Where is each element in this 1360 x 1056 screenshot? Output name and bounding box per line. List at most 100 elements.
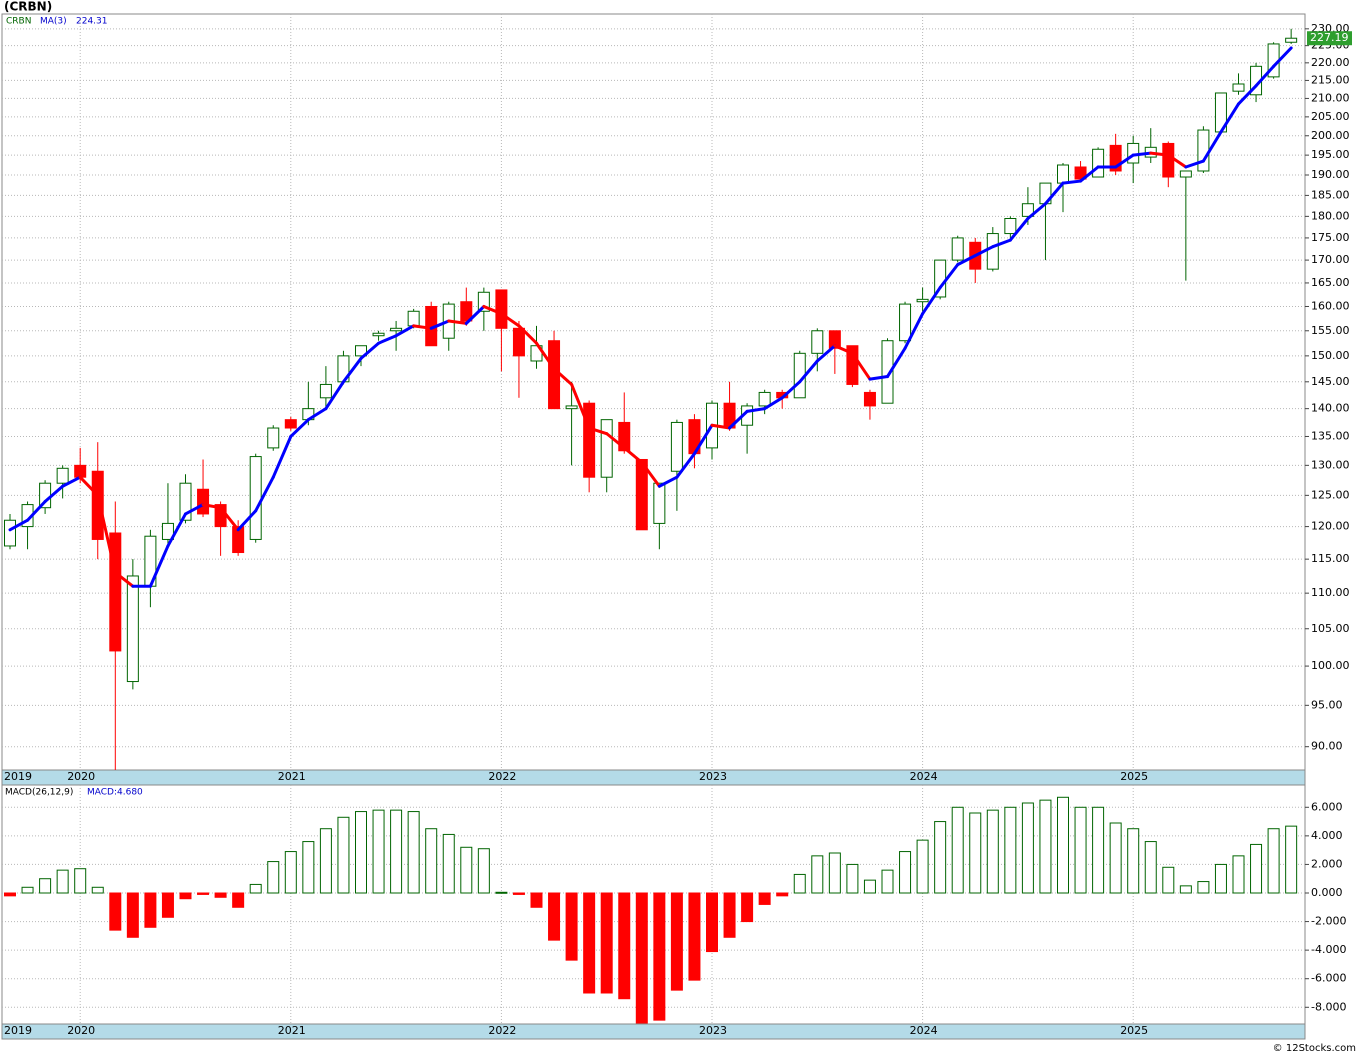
ma-line xyxy=(570,382,591,430)
y-tick-label: 125.00 xyxy=(1311,488,1350,501)
macd-bar xyxy=(899,851,912,894)
candle-body xyxy=(548,340,561,410)
candle-body xyxy=(618,421,631,452)
macd-bar xyxy=(618,892,631,1000)
candle-body xyxy=(460,301,473,322)
macd-bar xyxy=(969,812,982,894)
candle-body xyxy=(1092,148,1105,178)
y-tick-label: 2.000 xyxy=(1311,857,1343,870)
candle-body xyxy=(4,519,16,547)
candle-body xyxy=(1021,203,1034,217)
macd-bar xyxy=(372,809,385,894)
ma-line xyxy=(587,426,609,436)
macd-bar xyxy=(600,892,613,994)
y-tick-label: 95.00 xyxy=(1311,698,1343,711)
candle-body xyxy=(758,391,771,407)
candle-body xyxy=(1285,37,1298,43)
ma-line xyxy=(96,493,117,575)
x-tick-label: 2019 xyxy=(4,770,32,783)
y-tick-label: 115.00 xyxy=(1311,552,1350,565)
ma-line xyxy=(640,460,661,488)
ma-line xyxy=(482,304,503,316)
y-tick-label: 110.00 xyxy=(1311,586,1350,599)
ma-line xyxy=(1219,102,1240,134)
ma-line xyxy=(1149,151,1170,157)
ma-line xyxy=(271,434,293,479)
macd-bar xyxy=(302,841,315,894)
y-tick-label: 220.00 xyxy=(1311,56,1350,69)
candle-body xyxy=(600,419,613,478)
macd-bar xyxy=(1250,843,1263,894)
y-tick-label: 135.00 xyxy=(1311,429,1350,442)
macd-bar xyxy=(1057,796,1069,894)
ma-line xyxy=(1043,181,1065,206)
candle-body xyxy=(653,482,666,524)
candle-body xyxy=(477,291,490,312)
candle-body xyxy=(232,526,245,554)
macd-bar xyxy=(951,806,964,894)
ma-line xyxy=(692,423,714,456)
ma-line xyxy=(903,312,925,350)
ma-line xyxy=(535,341,556,371)
macd-bar xyxy=(1144,841,1157,894)
legend-ma: MA(3) xyxy=(40,17,67,27)
candle-body xyxy=(986,233,999,270)
ma-line xyxy=(622,446,644,464)
macd-title: MACD(26,12,9) xyxy=(5,788,73,798)
macd-bar xyxy=(758,892,771,905)
ma-line xyxy=(868,375,889,381)
macd-bar xyxy=(337,816,350,894)
macd-bar xyxy=(1021,802,1034,894)
macd-bar xyxy=(232,892,245,908)
y-tick-label: 140.00 xyxy=(1311,402,1350,415)
ma-line xyxy=(815,344,837,363)
macd-bar xyxy=(267,861,280,894)
ma-line xyxy=(8,518,30,532)
candle-body xyxy=(1179,170,1192,178)
ma-line xyxy=(219,506,240,532)
candle-body xyxy=(951,237,964,261)
ma-line xyxy=(780,380,802,400)
ma-line xyxy=(1008,216,1030,242)
y-tick-label: 210.00 xyxy=(1311,91,1350,104)
macd-bar xyxy=(916,839,929,894)
x-tick-label: 2019 xyxy=(4,1024,32,1037)
macd-bar xyxy=(1109,822,1122,894)
y-tick-label: 205.00 xyxy=(1311,110,1350,123)
y-tick-label: 175.00 xyxy=(1311,231,1350,244)
macd-bar xyxy=(214,892,227,898)
y-tick-label: -4.000 xyxy=(1311,943,1346,956)
y-tick-label: 120.00 xyxy=(1311,520,1350,533)
x-tick-label: 2021 xyxy=(278,770,306,783)
candle-body xyxy=(1232,83,1245,92)
x-tick-label: 2025 xyxy=(1120,1024,1148,1037)
ma-line xyxy=(1131,151,1153,157)
date-band xyxy=(1,1023,1306,1040)
macd-bar xyxy=(934,821,947,894)
x-tick-label: 2024 xyxy=(910,1024,938,1037)
ma-line xyxy=(1254,64,1276,88)
candle-body xyxy=(512,327,525,357)
y-tick-label: 180.00 xyxy=(1311,209,1350,222)
candle-body xyxy=(635,458,648,531)
ma-line xyxy=(113,571,135,588)
macd-bar xyxy=(319,828,332,894)
x-tick-label: 2022 xyxy=(488,1024,516,1037)
y-tick-label: 105.00 xyxy=(1311,622,1350,635)
ma-line xyxy=(78,475,100,497)
last-price-box xyxy=(1307,31,1352,46)
candle-body xyxy=(899,303,912,342)
ma-line xyxy=(1114,153,1135,169)
ma-line xyxy=(1026,202,1047,220)
candle-body xyxy=(811,330,824,354)
y-tick-label: 90.00 xyxy=(1311,740,1343,753)
candle-body xyxy=(670,421,683,472)
y-tick-label: 0.000 xyxy=(1311,886,1343,899)
macd-bar xyxy=(688,892,701,981)
y-tick-label: 170.00 xyxy=(1311,253,1350,266)
macd-bar xyxy=(249,883,262,894)
candle-body xyxy=(1109,144,1122,172)
x-tick-label: 2023 xyxy=(699,770,727,783)
macd-bar xyxy=(776,892,789,897)
ma-line xyxy=(973,245,995,258)
